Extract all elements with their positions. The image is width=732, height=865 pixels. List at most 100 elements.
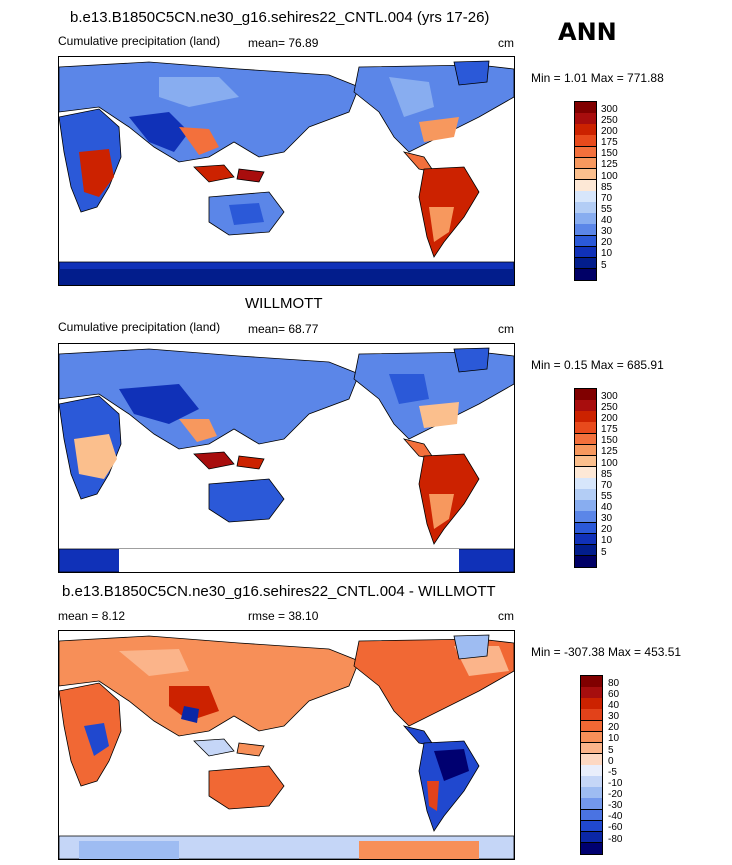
colorbar-model-segment: [575, 168, 596, 181]
colorbar-obs-segment: [575, 478, 596, 490]
colorbar-obs-segment: [575, 455, 596, 468]
panel-mean-diff: mean = 8.12: [58, 609, 126, 623]
colorbar-model-segment: [575, 224, 596, 236]
cb-model-tick: 85: [601, 182, 613, 193]
cb-diff-tick: 5: [608, 745, 614, 756]
colorbar-diff-segment: [581, 831, 602, 844]
panel-title-obs: WILLMOTT: [245, 295, 323, 312]
colorbar-obs-segment: [575, 511, 596, 523]
colorbar-obs-segment: [575, 544, 596, 557]
cb-model-tick: 55: [601, 204, 613, 215]
cb-diff-tick: -80: [608, 834, 623, 845]
colorbar-diff-segment: [581, 709, 602, 721]
cb-diff-tick: -20: [608, 789, 623, 800]
colorbar-obs-segment: [575, 411, 596, 423]
cb-diff-tick: 30: [608, 711, 620, 722]
cb-diff-tick: -30: [608, 800, 623, 811]
cb-diff-tick: -5: [608, 767, 617, 778]
colorbar-obs-segment: [575, 389, 596, 401]
colorbar-obs-segment: [575, 400, 596, 412]
colorbar-obs-segment: [575, 555, 596, 568]
cb-diff-tick: 0: [608, 756, 614, 767]
colorbar-model-segment: [575, 235, 596, 248]
panel-label-obs: Cumulative precipitation (land): [58, 320, 221, 334]
cb-model-tick: 40: [601, 215, 613, 226]
panel-mean-model: mean= 76.89: [248, 36, 319, 50]
colorbar-obs-segment: [575, 500, 596, 512]
panel-units-model: cm: [498, 36, 514, 50]
colorbar-model-segment: [575, 113, 596, 125]
panel-units-obs: cm: [498, 322, 514, 336]
cb-diff-tick: -60: [608, 822, 623, 833]
cb-model-tick: 20: [601, 237, 613, 248]
colorbar-obs-segment: [575, 466, 596, 479]
cb-obs-tick: 30: [601, 513, 613, 524]
panel-title-model: b.e13.B1850C5CN.ne30_g16.sehires22_CNTL.…: [70, 9, 490, 26]
cb-obs-tick: 20: [601, 524, 613, 535]
colorbar-obs-segment: [575, 533, 596, 546]
cb-obs-tick: 200: [601, 413, 618, 424]
cb-model-tick: 300: [601, 104, 618, 115]
cb-diff-tick: 10: [608, 733, 620, 744]
cb-obs-tick: 40: [601, 502, 613, 513]
colorbar-diff-segment: [581, 698, 602, 710]
colorbar-diff-segment: [581, 676, 602, 688]
colorbar-model-segment: [575, 102, 596, 114]
map-svg-obs: [59, 347, 514, 572]
panel-minmax-model: Min = 1.01 Max = 771.88: [531, 71, 664, 85]
cb-obs-tick: 175: [601, 424, 618, 435]
cb-obs-tick: 300: [601, 391, 618, 402]
precip-map-diff: [58, 630, 515, 860]
cb-model-tick: 100: [601, 171, 618, 182]
colorbar-diff-segment: [581, 787, 602, 799]
colorbar-diff-segment: [581, 731, 602, 744]
colorbar-diff: [580, 675, 603, 855]
colorbar-model-segment: [575, 179, 596, 192]
panel-mean-obs: mean= 68.77: [248, 322, 319, 336]
cb-model-tick: 250: [601, 115, 618, 126]
colorbar-model-segment: [575, 124, 596, 136]
colorbar-diff-segment: [581, 720, 602, 733]
colorbar-obs-segment: [575, 422, 596, 434]
map-svg-model: [59, 60, 514, 285]
cb-obs-tick: 85: [601, 469, 613, 480]
cb-obs-tick: 5: [601, 547, 607, 558]
panel-minmax-diff: Min = -307.38 Max = 453.51: [531, 645, 682, 659]
cb-model-tick: 150: [601, 148, 618, 159]
colorbar-model-segment: [575, 157, 596, 170]
colorbar-model: [574, 101, 597, 281]
colorbar-diff-segment: [581, 842, 602, 855]
cb-model-tick: 5: [601, 260, 607, 271]
colorbar-obs: [574, 388, 597, 568]
cb-obs-tick: 70: [601, 480, 613, 491]
colorbar-diff-segment: [581, 765, 602, 777]
cb-model-tick: 30: [601, 226, 613, 237]
colorbar-obs-segment: [575, 433, 596, 446]
cb-model-tick: 10: [601, 248, 613, 259]
precip-map-model: [58, 56, 515, 286]
cb-obs-tick: 250: [601, 402, 618, 413]
colorbar-diff-segment: [581, 742, 602, 755]
colorbar-diff-segment: [581, 798, 602, 810]
precip-map-obs: [58, 343, 515, 573]
colorbar-model-segment: [575, 191, 596, 203]
colorbar-model-segment: [575, 202, 596, 214]
panel-units-diff: cm: [498, 609, 514, 623]
cb-model-tick: 70: [601, 193, 613, 204]
colorbar-diff-segment: [581, 753, 602, 766]
colorbar-obs-segment: [575, 444, 596, 457]
cb-model-tick: 125: [601, 159, 618, 170]
colorbar-obs-segment: [575, 489, 596, 501]
colorbar-diff-segment: [581, 809, 602, 822]
colorbar-model-segment: [575, 246, 596, 259]
season-label: ANN: [558, 18, 617, 46]
cb-obs-tick: 125: [601, 446, 618, 457]
colorbar-model-segment: [575, 213, 596, 225]
cb-diff-tick: 20: [608, 722, 620, 733]
cb-diff-tick: 40: [608, 700, 620, 711]
colorbar-diff-segment: [581, 820, 602, 833]
colorbar-model-segment: [575, 135, 596, 147]
cb-obs-tick: 10: [601, 535, 613, 546]
colorbar-model-segment: [575, 257, 596, 270]
cb-model-tick: 200: [601, 126, 618, 137]
